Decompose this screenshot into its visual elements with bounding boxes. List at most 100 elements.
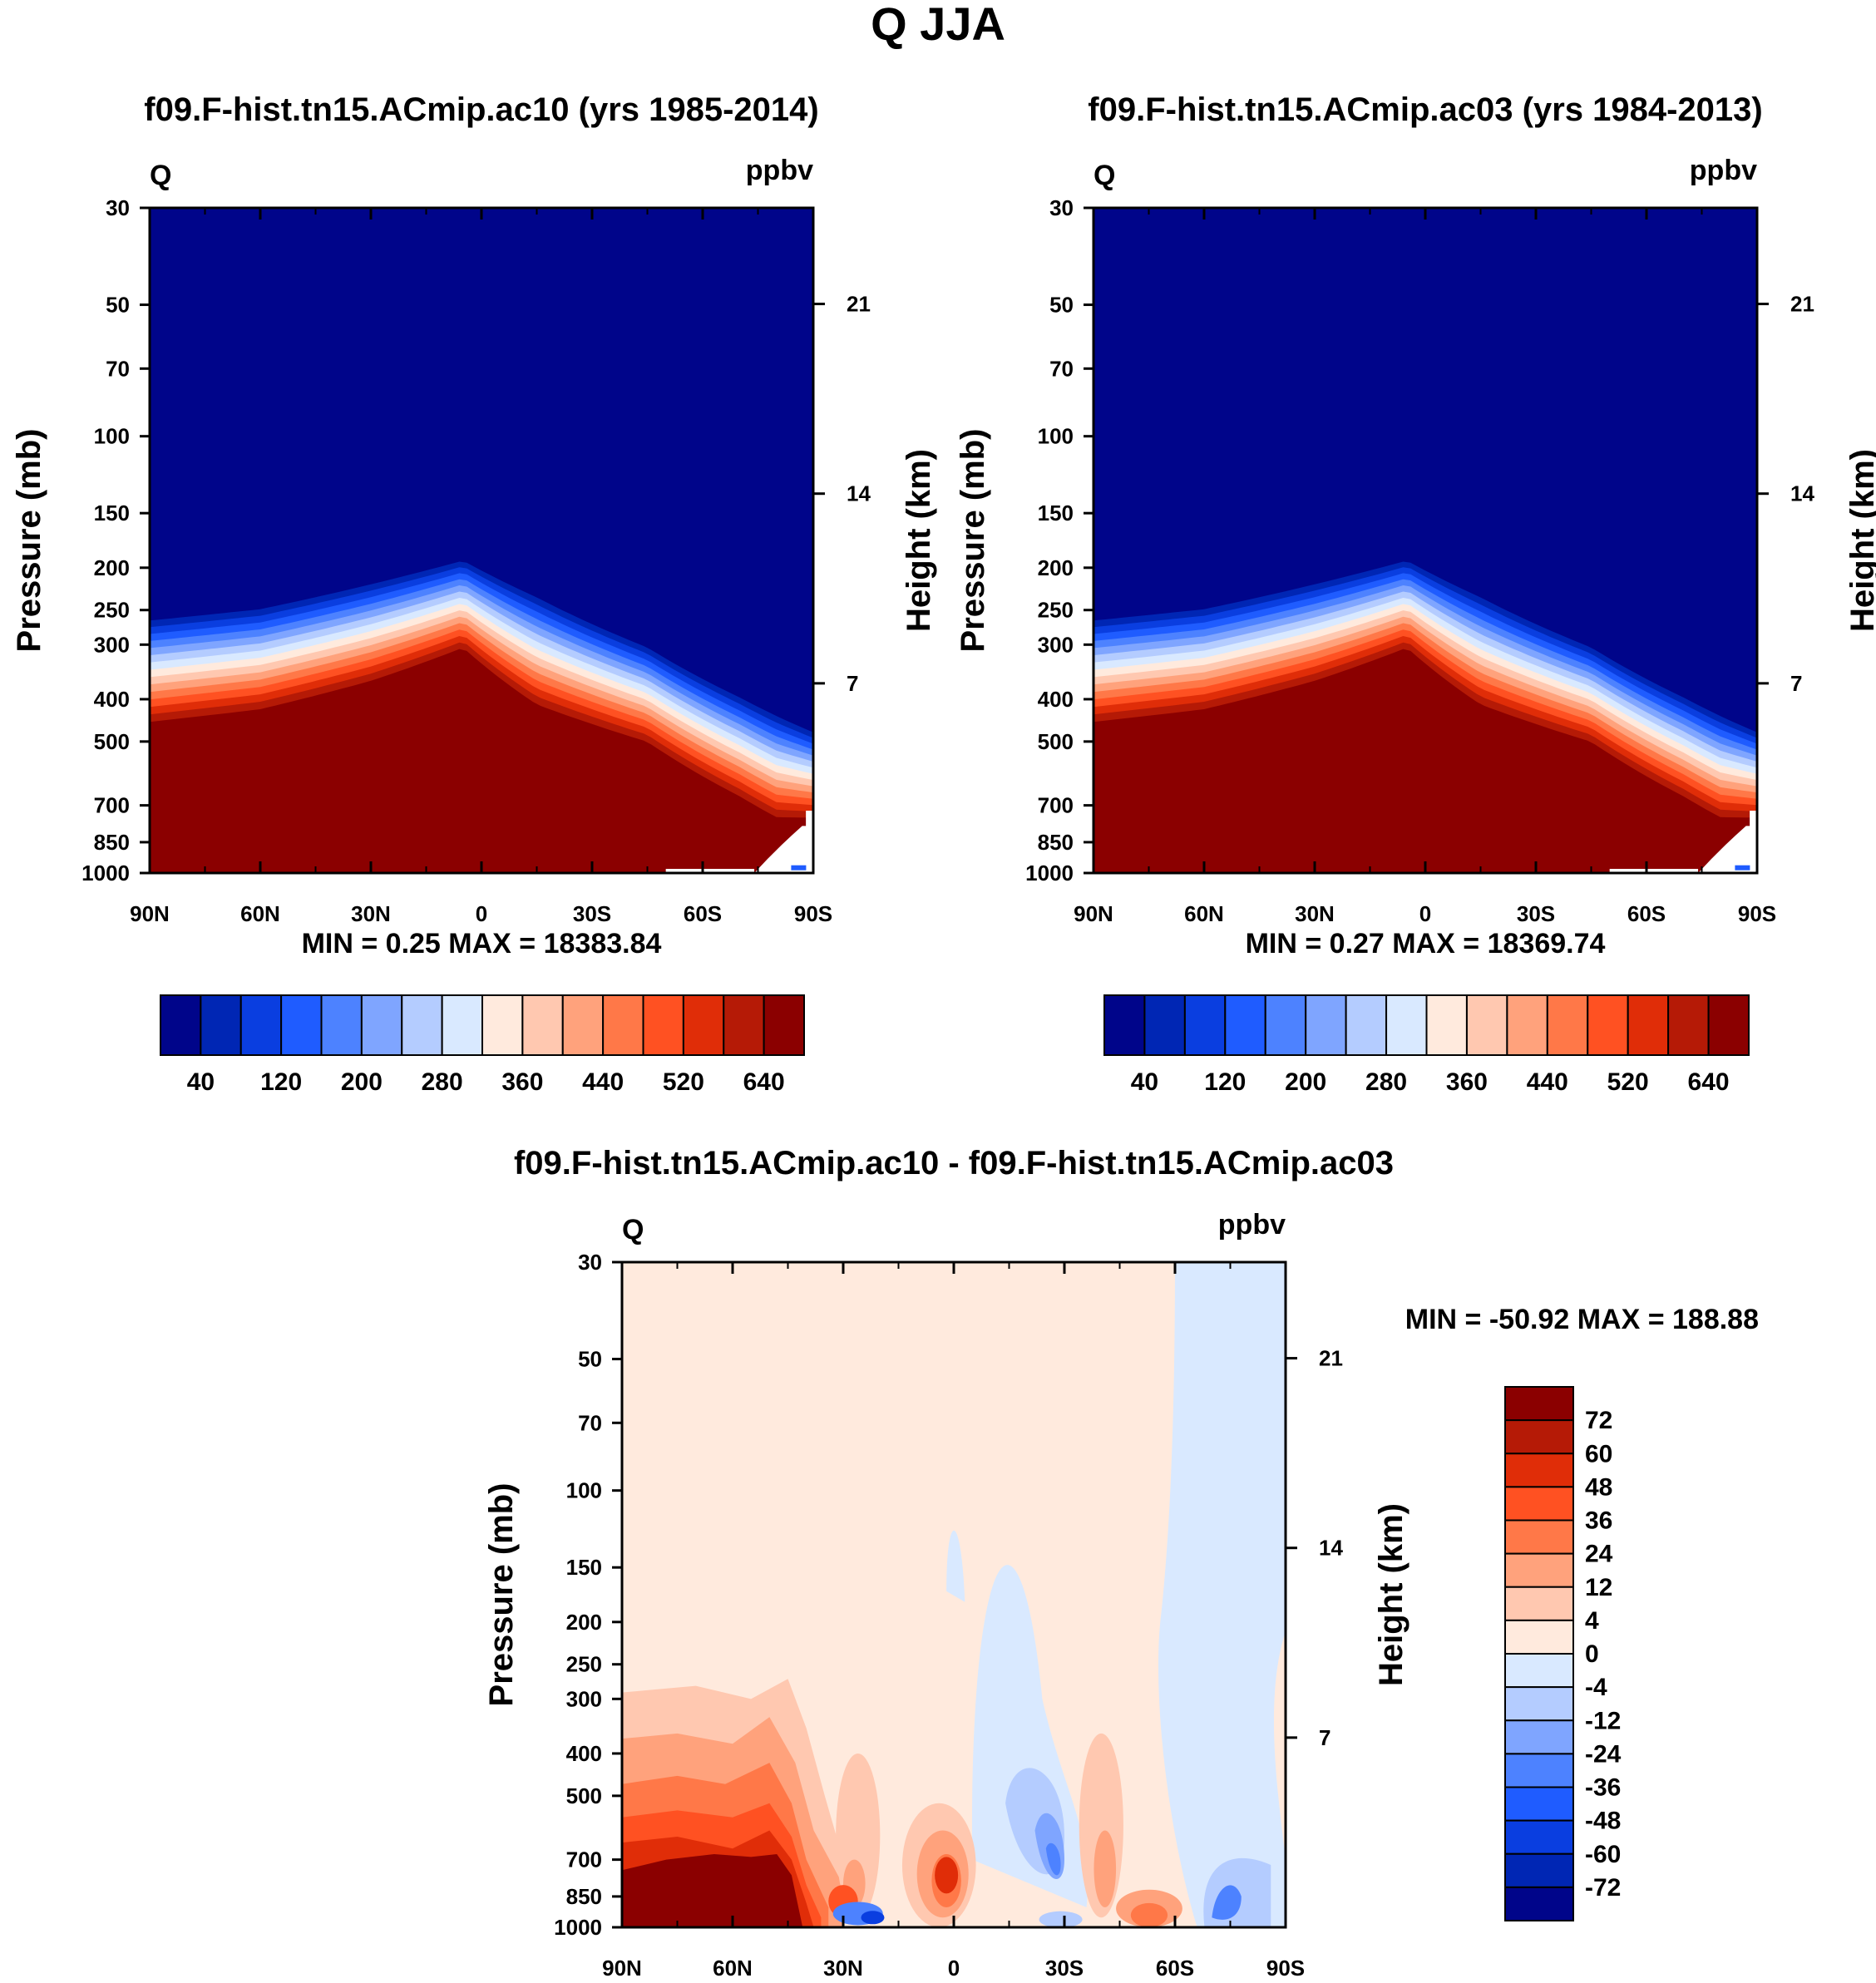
colorbar-label: 520: [663, 1068, 704, 1096]
positive-band: [622, 1854, 803, 1927]
y-tick-label: 50: [106, 293, 130, 318]
x-tick-label: 90N: [1074, 901, 1113, 926]
colorbar-box: [1504, 1552, 1574, 1588]
colorbar-box: [481, 994, 524, 1056]
colorbar-box: [160, 994, 202, 1056]
x-tick-label: 60S: [1156, 1956, 1194, 1981]
colorbar-box: [1504, 1386, 1574, 1422]
left-string: Q: [1094, 160, 1115, 191]
colorbar-box: [723, 994, 765, 1056]
difference-field: [622, 1262, 1286, 1927]
colorbar-box: [521, 994, 564, 1056]
colorbar-label: 280: [1365, 1068, 1407, 1096]
colorbar-box: [200, 994, 242, 1056]
x-tick-label: 30N: [823, 1956, 863, 1981]
colorbar-label: 4: [1585, 1607, 1599, 1635]
colorbar-box: [1465, 994, 1508, 1056]
negative-region: [1158, 1262, 1286, 1927]
y-axis-title: Pressure (mb): [11, 429, 47, 653]
right-tick-label: 21: [1790, 292, 1814, 317]
y-tick-label: 30: [1049, 195, 1074, 220]
colorbar-label: 36: [1585, 1507, 1612, 1535]
panel-title: f09.F-hist.tn15.ACmip.ac10 (yrs 1985-201…: [144, 91, 818, 128]
colorbar-box: [1504, 1519, 1574, 1555]
colorbar-label: 40: [1131, 1068, 1158, 1096]
y-tick-label: 250: [1038, 598, 1074, 623]
colorbar-label: 12: [1585, 1574, 1612, 1601]
colorbar-label: 640: [743, 1068, 785, 1096]
units-string: ppbv: [1218, 1209, 1286, 1241]
colorbar-label: 120: [260, 1068, 302, 1096]
colorbar-box: [1587, 994, 1629, 1056]
negative-blob: [1039, 1911, 1083, 1927]
right-tick-label: 14: [847, 481, 871, 506]
y-tick-label: 200: [1038, 555, 1074, 580]
y-tick-label: 150: [566, 1555, 602, 1580]
figure-title: Q JJA: [871, 0, 1005, 50]
colorbar-box: [1504, 1753, 1574, 1788]
colorbar-box: [1504, 1486, 1574, 1522]
positive-blob: [935, 1857, 959, 1894]
y-tick-label: 30: [578, 1250, 602, 1275]
panel-difference: 90N 60N 30N 0 30S 60S 90S305070100150200250300…: [483, 1145, 1759, 1981]
colorbar-box: [1504, 1586, 1574, 1621]
colorbar-box: [1305, 994, 1347, 1056]
y-tick-label: 150: [94, 501, 130, 525]
colorbar-box: [602, 994, 644, 1056]
colorbar-box: [1627, 994, 1670, 1056]
colorbar-box: [360, 994, 403, 1056]
x-tick-label: 90S: [1266, 1956, 1305, 1981]
y-tick-label: 70: [578, 1410, 602, 1435]
colorbar-box: [1667, 994, 1710, 1056]
right-tick-label: 14: [1319, 1536, 1343, 1561]
colorbar-label: 280: [422, 1068, 463, 1096]
colorbar-box: [1504, 1819, 1574, 1855]
colorbar-box: [1504, 1686, 1574, 1722]
colorbar-label: 360: [1446, 1068, 1488, 1096]
colorbar-box: [441, 994, 483, 1056]
min-max-stats: MIN = 0.27 MAX = 18369.74: [1246, 928, 1606, 959]
x-tick-label: 30N: [351, 901, 391, 926]
colorbar-label: 360: [501, 1068, 543, 1096]
colorbar-label: 0: [1585, 1640, 1599, 1668]
y-tick-label: 700: [94, 793, 130, 818]
colorbar-box: [1504, 1453, 1574, 1488]
x-tick-label: 0: [948, 1956, 960, 1981]
right-axis-title: Height (km): [1844, 449, 1876, 632]
y-tick-label: 50: [1049, 293, 1074, 318]
negative-blob: [1045, 1842, 1061, 1876]
colorbar-box: [1504, 1786, 1574, 1822]
right-tick-label: 21: [847, 292, 871, 317]
surface-blob: [1735, 865, 1750, 871]
y-tick-label: 100: [1038, 424, 1074, 449]
right-tick-label: 14: [1790, 481, 1814, 506]
y-tick-label: 850: [94, 830, 130, 855]
y-tick-label: 400: [94, 687, 130, 712]
colorbar-box: [1506, 994, 1548, 1056]
x-tick-label: 0: [476, 901, 487, 926]
colorbar-box: [1425, 994, 1468, 1056]
x-tick-label: 30N: [1295, 901, 1335, 926]
colorbar-box: [1183, 994, 1227, 1056]
left-string: Q: [150, 160, 171, 191]
contour-band: [150, 649, 813, 873]
y-tick-label: 700: [1038, 793, 1074, 818]
y-tick-label: 500: [94, 729, 130, 754]
colorbar-box: [561, 994, 605, 1056]
y-tick-label: 300: [1038, 632, 1074, 657]
x-tick-label: 90S: [794, 901, 832, 926]
y-tick-label: 400: [566, 1741, 602, 1766]
colorbar-label: 200: [341, 1068, 383, 1096]
colorbar-label: 200: [1285, 1068, 1326, 1096]
colorbar-box: [1224, 994, 1266, 1056]
x-tick-label: 90N: [130, 901, 170, 926]
x-tick-label: 60S: [1627, 901, 1666, 926]
colorbar-box: [763, 994, 805, 1056]
y-tick-label: 850: [566, 1884, 602, 1909]
y-tick-label: 1000: [554, 1915, 602, 1940]
colorbar-label: 48: [1585, 1473, 1612, 1501]
colorbar-box: [1504, 1653, 1574, 1689]
y-tick-label: 30: [106, 195, 130, 220]
colorbar-box: [1103, 994, 1146, 1056]
